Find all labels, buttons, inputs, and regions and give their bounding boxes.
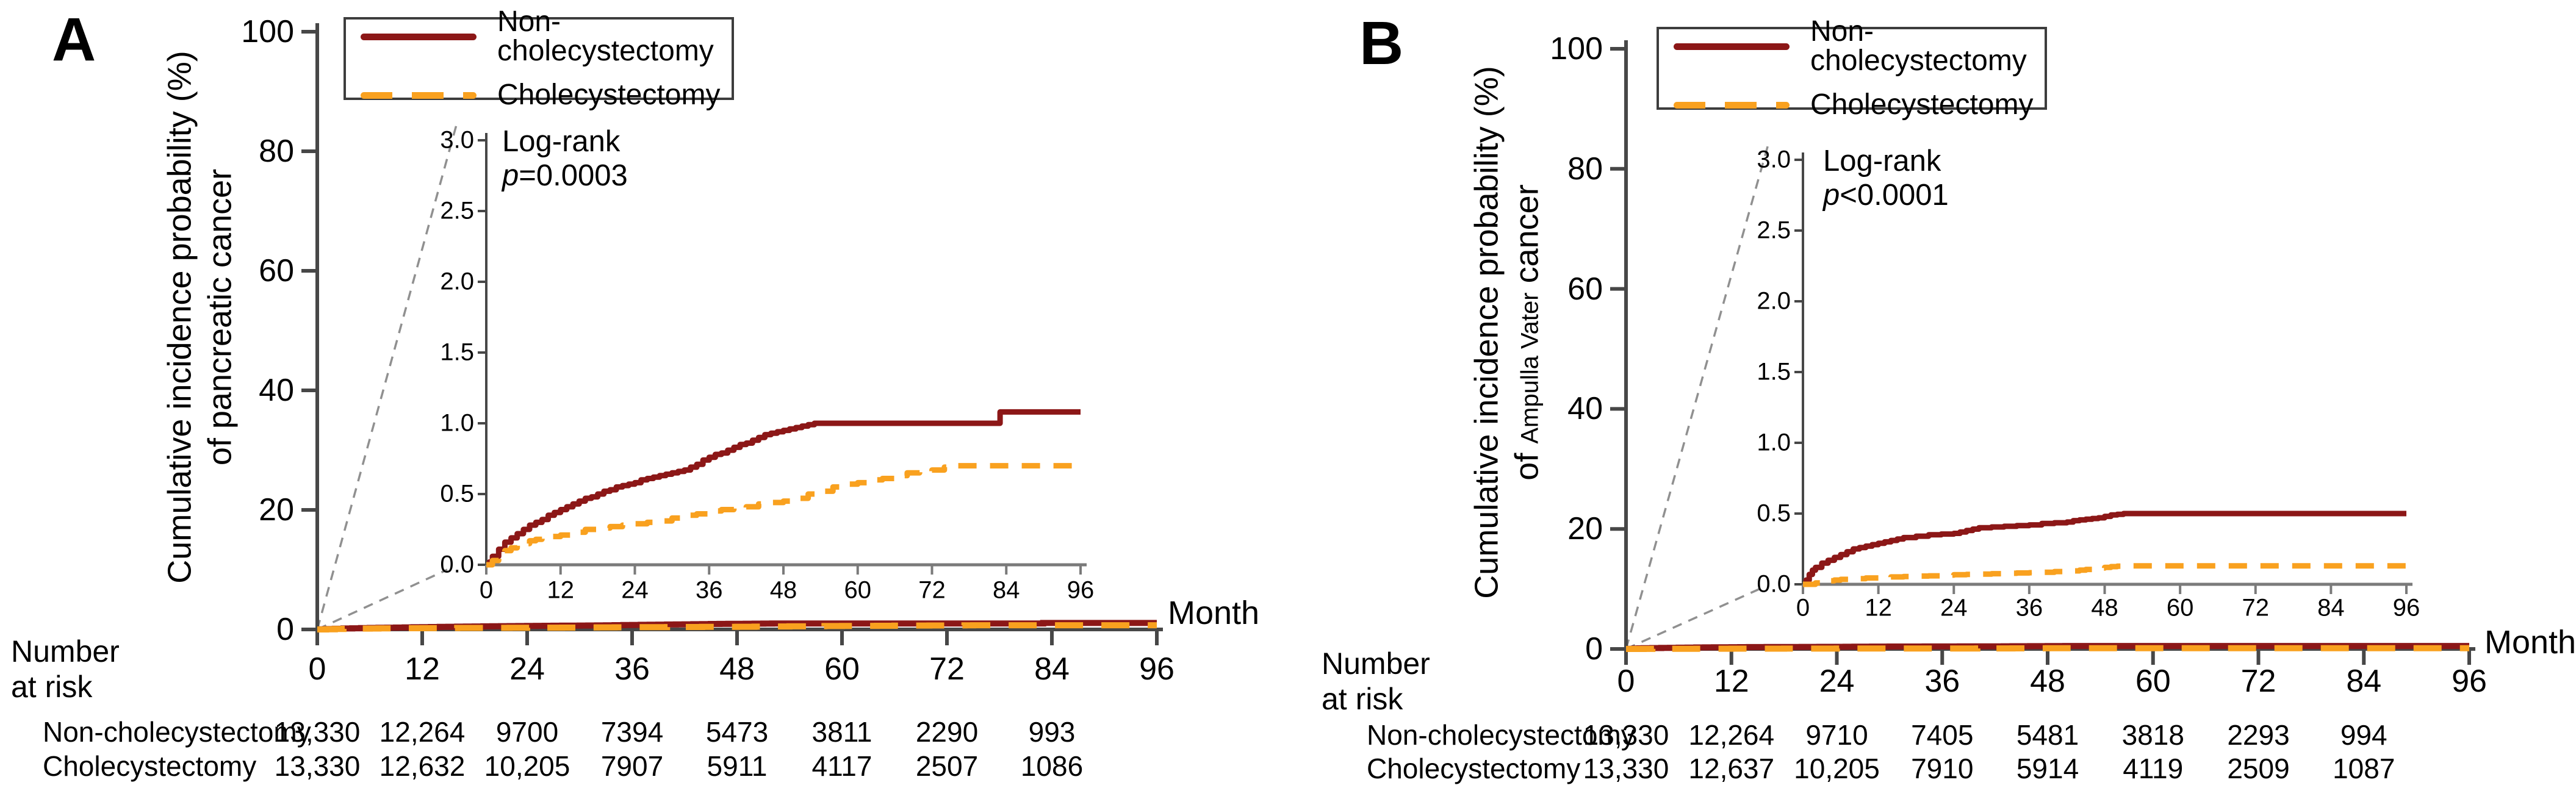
zoom-connector-top-B (1625, 144, 1769, 650)
solid-line-sample (361, 33, 477, 40)
legend-label: Cholecystectomy (497, 79, 721, 111)
legend-item-non-cholecystectomy: Non-cholecystectomy (361, 7, 732, 66)
y-axis-title-line1: Cumulative incidence probability (%) (161, 51, 198, 584)
solid-line-sample (1674, 43, 1790, 50)
panel-b-number-at-risk-header: Number at risk (1322, 647, 1430, 716)
dashed-line-sample (361, 91, 477, 99)
legend-label: Cholecystectomy (1810, 88, 2034, 121)
dashed-line-sample (1674, 101, 1790, 109)
zoom-connector-bottom-A (317, 568, 448, 631)
panel-b-y-axis-title: Cumulative incidence probability (%) of … (1467, 66, 1550, 598)
panel-b-x-axis-title: Month (2484, 624, 2576, 661)
panel-a-y-axis-title: Cumulative incidence probability (%) of … (160, 51, 243, 583)
panel-b-logrank: Log-rank p<0.0001 (1823, 145, 1949, 212)
panel-a-logrank: Log-rank p=0.0003 (502, 125, 628, 192)
inset-curve-non-cholecystectomy-B (1803, 511, 2406, 587)
main-curve-cholecystectomy-A (317, 622, 1157, 632)
panel-a-x-axis-title: Month (1168, 595, 1260, 631)
legend-label: Non-cholecystectomy (497, 5, 714, 67)
legend-label: Non-cholecystectomy (1810, 15, 2027, 77)
legend-item-cholecystectomy: Cholecystectomy (361, 81, 732, 110)
legend-item-cholecystectomy: Cholecystectomy (1674, 90, 2045, 120)
y-axis-title-line1: Cumulative incidence probability (%) (1468, 66, 1505, 599)
zoom-connector-bottom-B (1625, 588, 1760, 650)
y-axis-title-line2: of pancreatic cancer (201, 168, 239, 466)
zoom-connector-top-A (316, 124, 458, 630)
inset-curve-cholecystectomy-A (486, 463, 1081, 568)
panel-b-letter: B (1359, 9, 1404, 77)
panel-a-legend: Non-cholecystectomy Cholecystectomy (344, 7, 734, 110)
inset-curve-non-cholecystectomy-A (486, 409, 1081, 568)
main-curve-cholecystectomy-B (1626, 645, 2469, 652)
inset-curve-cholecystectomy-B (1803, 563, 2406, 587)
legend-item-non-cholecystectomy: Non-cholecystectomy (1674, 17, 2045, 76)
panel-a-letter: A (52, 5, 96, 74)
panel-b-legend: Non-cholecystectomy Cholecystectomy (1657, 17, 2047, 120)
panel-a-number-at-risk-header: Number at risk (11, 634, 120, 704)
y-axis-title-line2: of Ampulla Vater cancer (1508, 184, 1545, 481)
